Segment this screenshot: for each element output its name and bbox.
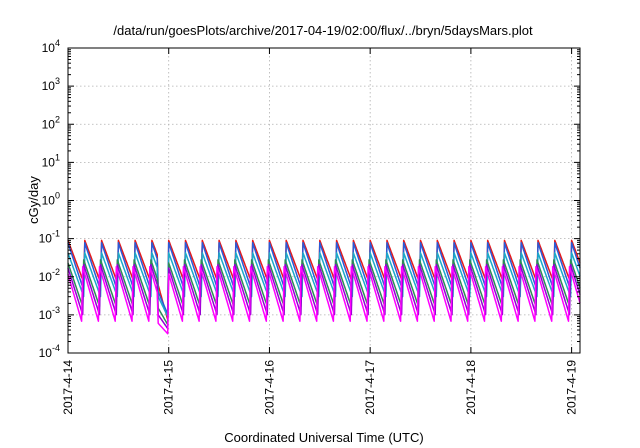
- x-axis-label: Coordinated Universal Time (UTC): [224, 430, 423, 445]
- x-tick-label: 2017-4-15: [162, 360, 176, 415]
- x-tick-label: 2017-4-16: [262, 360, 276, 415]
- y-tick-label: 100: [42, 191, 60, 208]
- y-axis-label: cGy/day: [26, 176, 41, 224]
- x-tick-label: 2017-4-17: [363, 360, 377, 415]
- y-tick-label: 10-1: [39, 229, 60, 246]
- series-line: [67, 263, 581, 330]
- y-tick-label: 104: [42, 38, 60, 55]
- axis-ticks: [67, 47, 580, 354]
- series-group: [67, 239, 581, 335]
- y-tick-label: 103: [42, 76, 60, 93]
- series-line: [67, 265, 581, 335]
- y-tick-label: 102: [42, 114, 60, 131]
- x-tick-label: 2017-4-18: [464, 360, 478, 415]
- series-line: [67, 252, 581, 318]
- x-tick-label: 2017-4-19: [565, 360, 579, 415]
- y-tick-label: 101: [42, 152, 60, 169]
- x-tick-label: 2017-4-14: [61, 360, 75, 415]
- series-line: [67, 242, 581, 315]
- chart-title: /data/run/goesPlots/archive/2017-04-19/0…: [113, 23, 533, 38]
- series-line: [67, 239, 581, 321]
- y-tick-label: 10-4: [39, 343, 60, 360]
- y-tick-label: 10-2: [39, 267, 60, 284]
- x-tick-labels: 2017-4-14 2017-4-15 2017-4-16 2017-4-17 2017…: [61, 360, 579, 415]
- y-tick-labels: 10-4 10-3 10-2 10-1 100 101 102 103 104: [39, 38, 60, 360]
- y-tick-label: 10-3: [39, 305, 60, 322]
- series-line: [67, 259, 581, 326]
